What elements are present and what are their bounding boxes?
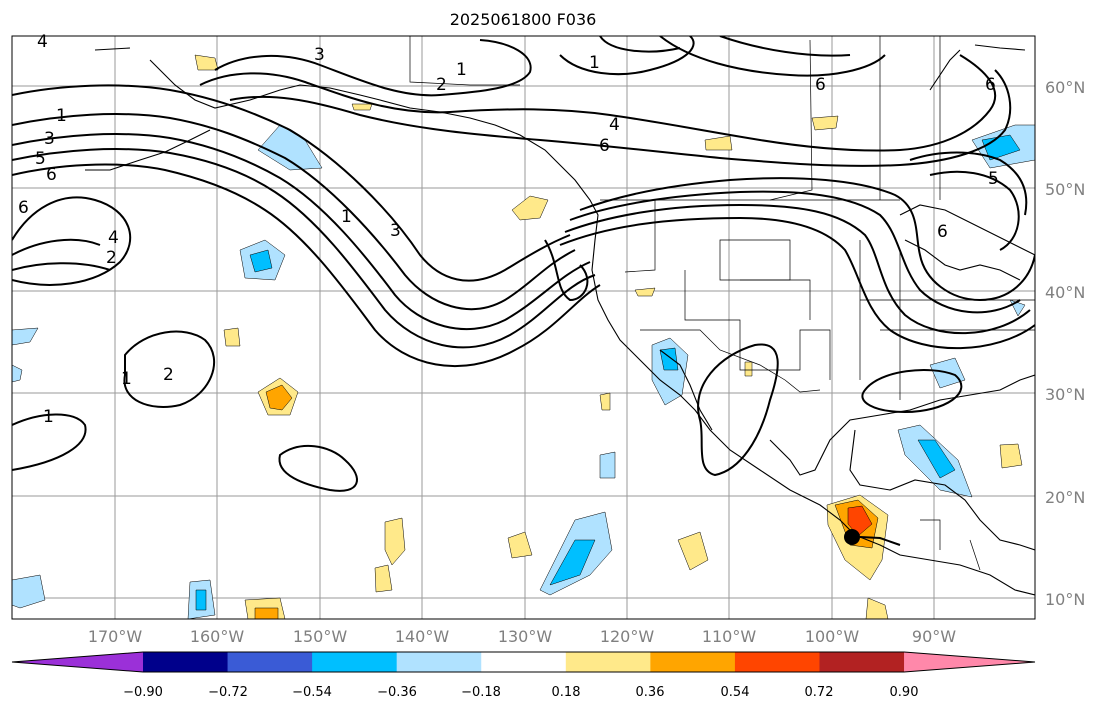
lon-label: 110°W [702, 627, 757, 646]
colorbar-tick-label: 0.90 [890, 685, 919, 700]
contour-label: 4 [609, 115, 620, 135]
contour-label: 1 [56, 106, 67, 126]
lon-label: 160°W [190, 627, 245, 646]
colorbar-outline [11, 651, 1036, 673]
lon-label: 170°W [88, 627, 143, 646]
colorbar-extend-min [12, 652, 143, 672]
contour-label: 1 [589, 53, 600, 73]
colorbar-segment [650, 652, 736, 672]
colorbar-tick-label: 0.18 [552, 685, 581, 700]
colorbar-tick-labels: −0.90 −0.72 −0.54 −0.36 −0.18 0.18 0.36 … [123, 685, 918, 700]
lon-label: 130°W [498, 627, 553, 646]
contour-label: 5 [988, 169, 999, 189]
plot-title: 2025061800 F036 [449, 10, 597, 29]
contour-label: 4 [37, 32, 48, 52]
latitude-labels: 60°N 50°N 40°N 30°N 20°N 10°N [1045, 78, 1085, 609]
contour-label: 6 [985, 75, 996, 95]
contour-label: 2 [106, 248, 117, 268]
contour-label: 3 [314, 45, 325, 65]
map-frame [11, 35, 1036, 620]
colorbar-segment [734, 652, 820, 672]
contour-label: 6 [18, 198, 29, 218]
longitude-labels: 170°W 160°W 150°W 140°W 130°W 120°W 110°… [88, 627, 956, 646]
contour-lines [12, 36, 1035, 492]
lon-label: 90°W [912, 627, 956, 646]
lon-label: 150°W [293, 627, 348, 646]
contour-label: 1 [341, 207, 352, 227]
contour-label: 3 [44, 129, 55, 149]
contour-label: 6 [46, 165, 57, 185]
colorbar-segment [227, 652, 313, 672]
colorbar-extend-max [904, 652, 1035, 672]
colorbar-tick-label: −0.36 [377, 685, 417, 700]
lat-label: 20°N [1045, 488, 1085, 507]
lon-label: 120°W [600, 627, 655, 646]
colorbar-tick-label: 0.36 [636, 685, 665, 700]
contour-label: 6 [815, 75, 826, 95]
colorbar-segment [396, 652, 482, 672]
colorbar-tick-label: 0.72 [805, 685, 834, 700]
contour-label: 1 [43, 407, 54, 427]
lat-label: 60°N [1045, 78, 1085, 97]
contour-label: 4 [108, 228, 119, 248]
colorbar-tick-label: −0.18 [461, 685, 501, 700]
contour-label: 6 [937, 222, 948, 242]
lat-label: 50°N [1045, 180, 1085, 199]
colorbar [11, 651, 1036, 673]
contour-label: 5 [35, 149, 46, 169]
contour-label: 1 [456, 60, 467, 80]
lat-label: 40°N [1045, 283, 1085, 302]
contour-label: 2 [436, 75, 447, 95]
lat-label: 30°N [1045, 385, 1085, 404]
colorbar-segment [565, 652, 651, 672]
contour-label: 6 [599, 136, 610, 156]
colorbar-segment [481, 652, 567, 672]
lat-label: 10°N [1045, 590, 1085, 609]
colorbar-segment [312, 652, 398, 672]
negative-anomaly-patches [12, 124, 1035, 619]
colorbar-tick-label: −0.54 [292, 685, 332, 700]
colorbar-tick-label: −0.90 [123, 685, 163, 700]
colorbar-tick-label: −0.72 [208, 685, 248, 700]
colorbar-segment [143, 652, 229, 672]
lon-label: 100°W [805, 627, 860, 646]
contour-label: 3 [390, 221, 401, 241]
contour-label: 2 [163, 365, 174, 385]
storm-center-dot [844, 529, 860, 545]
colorbar-segment [819, 652, 905, 672]
lon-label: 140°W [395, 627, 450, 646]
contour-label: 1 [121, 369, 132, 389]
colorbar-tick-label: 0.54 [721, 685, 750, 700]
